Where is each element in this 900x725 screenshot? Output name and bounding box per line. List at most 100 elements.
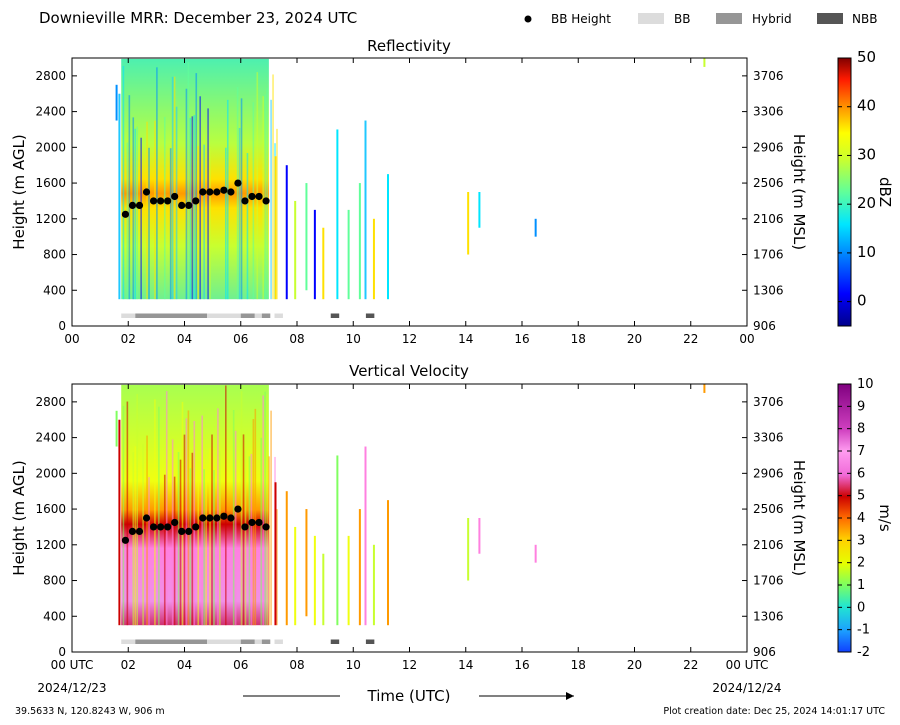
legend-marker bbox=[524, 15, 532, 23]
bb-height-marker bbox=[220, 512, 228, 520]
y-tick-label: 800 bbox=[43, 574, 66, 588]
echo-streak bbox=[336, 455, 339, 626]
x-tick-label: 18 bbox=[571, 658, 586, 672]
colorbar-tick-label: 9 bbox=[857, 399, 865, 414]
precip-streak bbox=[240, 98, 243, 300]
x-tick-label: 10 bbox=[346, 658, 361, 672]
precip-streak bbox=[187, 410, 190, 626]
bb-type-segment bbox=[274, 313, 283, 318]
creation-date-text: Plot creation date: Dec 25, 2024 14:01:1… bbox=[663, 706, 885, 717]
precip-streak bbox=[189, 468, 192, 626]
precip-streak bbox=[132, 452, 135, 626]
echo-streak bbox=[285, 165, 288, 300]
echo-streak bbox=[274, 482, 277, 626]
precip-streak bbox=[142, 443, 144, 626]
bb-type-segment bbox=[121, 639, 136, 644]
precip-streak bbox=[209, 146, 211, 300]
bb-height-marker bbox=[192, 197, 200, 205]
precip-streak bbox=[165, 391, 168, 626]
colorbar-tick-label: 0 bbox=[857, 292, 867, 310]
echo-streak bbox=[294, 526, 297, 626]
precip-streak bbox=[248, 456, 251, 626]
precip-streak bbox=[193, 115, 196, 300]
precip-streak bbox=[163, 116, 166, 300]
y-tick-label: 1600 bbox=[35, 176, 66, 190]
bb-type-segment bbox=[240, 313, 255, 318]
echo-streak bbox=[118, 93, 121, 300]
precip-streak bbox=[225, 147, 227, 300]
precip-streak bbox=[264, 94, 266, 300]
bb-type-segment bbox=[254, 313, 262, 318]
velocity-title: Vertical Velocity bbox=[349, 362, 469, 380]
x-tick-label: 12 bbox=[402, 332, 417, 346]
legend-swatch bbox=[817, 13, 843, 24]
y-right-tick-label: 1706 bbox=[753, 574, 784, 588]
y-right-tick-label: 906 bbox=[753, 645, 776, 659]
precip-streak bbox=[256, 72, 259, 300]
precip-streak bbox=[154, 120, 156, 300]
bb-height-marker bbox=[135, 201, 144, 209]
echo-streak bbox=[336, 129, 339, 300]
bb-height-marker bbox=[128, 201, 137, 209]
precip-streak bbox=[134, 128, 137, 300]
precip-streak bbox=[234, 430, 237, 626]
bb-type-segment bbox=[121, 313, 136, 318]
y-right-tick-label: 2506 bbox=[753, 502, 784, 516]
y-right-tick-label: 2906 bbox=[753, 466, 784, 480]
bb-height-marker bbox=[206, 514, 214, 522]
y-tick-label: 400 bbox=[43, 609, 66, 623]
precip-streak bbox=[264, 391, 266, 626]
precip-streak bbox=[225, 385, 227, 626]
bb-height-marker bbox=[248, 192, 256, 201]
colorbar-tick-label: 3 bbox=[857, 533, 865, 548]
x-tick-label: 14 bbox=[458, 332, 473, 346]
precip-streak bbox=[236, 86, 239, 300]
velocity-plot-area bbox=[115, 384, 706, 644]
bb-height-marker bbox=[255, 518, 263, 527]
legend-swatch bbox=[716, 13, 742, 24]
echo-streak bbox=[478, 518, 481, 554]
y-tick-label: 2000 bbox=[35, 466, 66, 480]
x-tick-label: 06 bbox=[233, 658, 248, 672]
echo-streak bbox=[347, 209, 350, 300]
y-tick-label: 0 bbox=[58, 645, 66, 659]
precip-streak bbox=[262, 395, 265, 626]
bb-type-segment bbox=[135, 313, 207, 318]
x-tick-label: 06 bbox=[233, 332, 248, 346]
legend-label: BB Height bbox=[551, 12, 611, 26]
bb-height-marker bbox=[227, 188, 235, 196]
colorbar-tick-label: 4 bbox=[857, 511, 865, 526]
echo-streak bbox=[534, 218, 537, 237]
legend-label: NBB bbox=[852, 12, 877, 26]
precip-streak bbox=[140, 137, 142, 300]
bb-height-marker bbox=[241, 197, 249, 205]
colorbar-tick-label: 30 bbox=[857, 145, 876, 163]
precip-streak bbox=[146, 121, 148, 300]
echo-streak bbox=[115, 410, 118, 447]
y-tick-label: 1200 bbox=[35, 212, 66, 226]
x-tick-label: 14 bbox=[458, 658, 473, 672]
precip-streak bbox=[270, 410, 272, 626]
precip-streak bbox=[177, 452, 180, 626]
bb-type-segment bbox=[135, 639, 207, 644]
precip-streak bbox=[207, 108, 209, 300]
precip-streak bbox=[148, 147, 150, 300]
y-right-tick-label: 2906 bbox=[753, 140, 784, 154]
precip-streak bbox=[250, 453, 253, 626]
precip-streak bbox=[181, 401, 184, 626]
x-tick-label: 04 bbox=[177, 658, 192, 672]
echo-streak bbox=[118, 419, 121, 626]
bb-height-marker bbox=[199, 188, 207, 196]
bb-height-marker bbox=[262, 197, 270, 205]
precip-streak bbox=[163, 474, 166, 626]
bb-type-segment bbox=[330, 639, 340, 644]
precip-streak bbox=[187, 62, 190, 300]
precip-streak bbox=[122, 65, 125, 300]
x-tick-label: 16 bbox=[514, 658, 529, 672]
precip-streak bbox=[185, 88, 188, 300]
precip-streak bbox=[191, 116, 194, 300]
y-tick-label: 2800 bbox=[35, 69, 66, 83]
bb-height-marker bbox=[213, 188, 221, 196]
